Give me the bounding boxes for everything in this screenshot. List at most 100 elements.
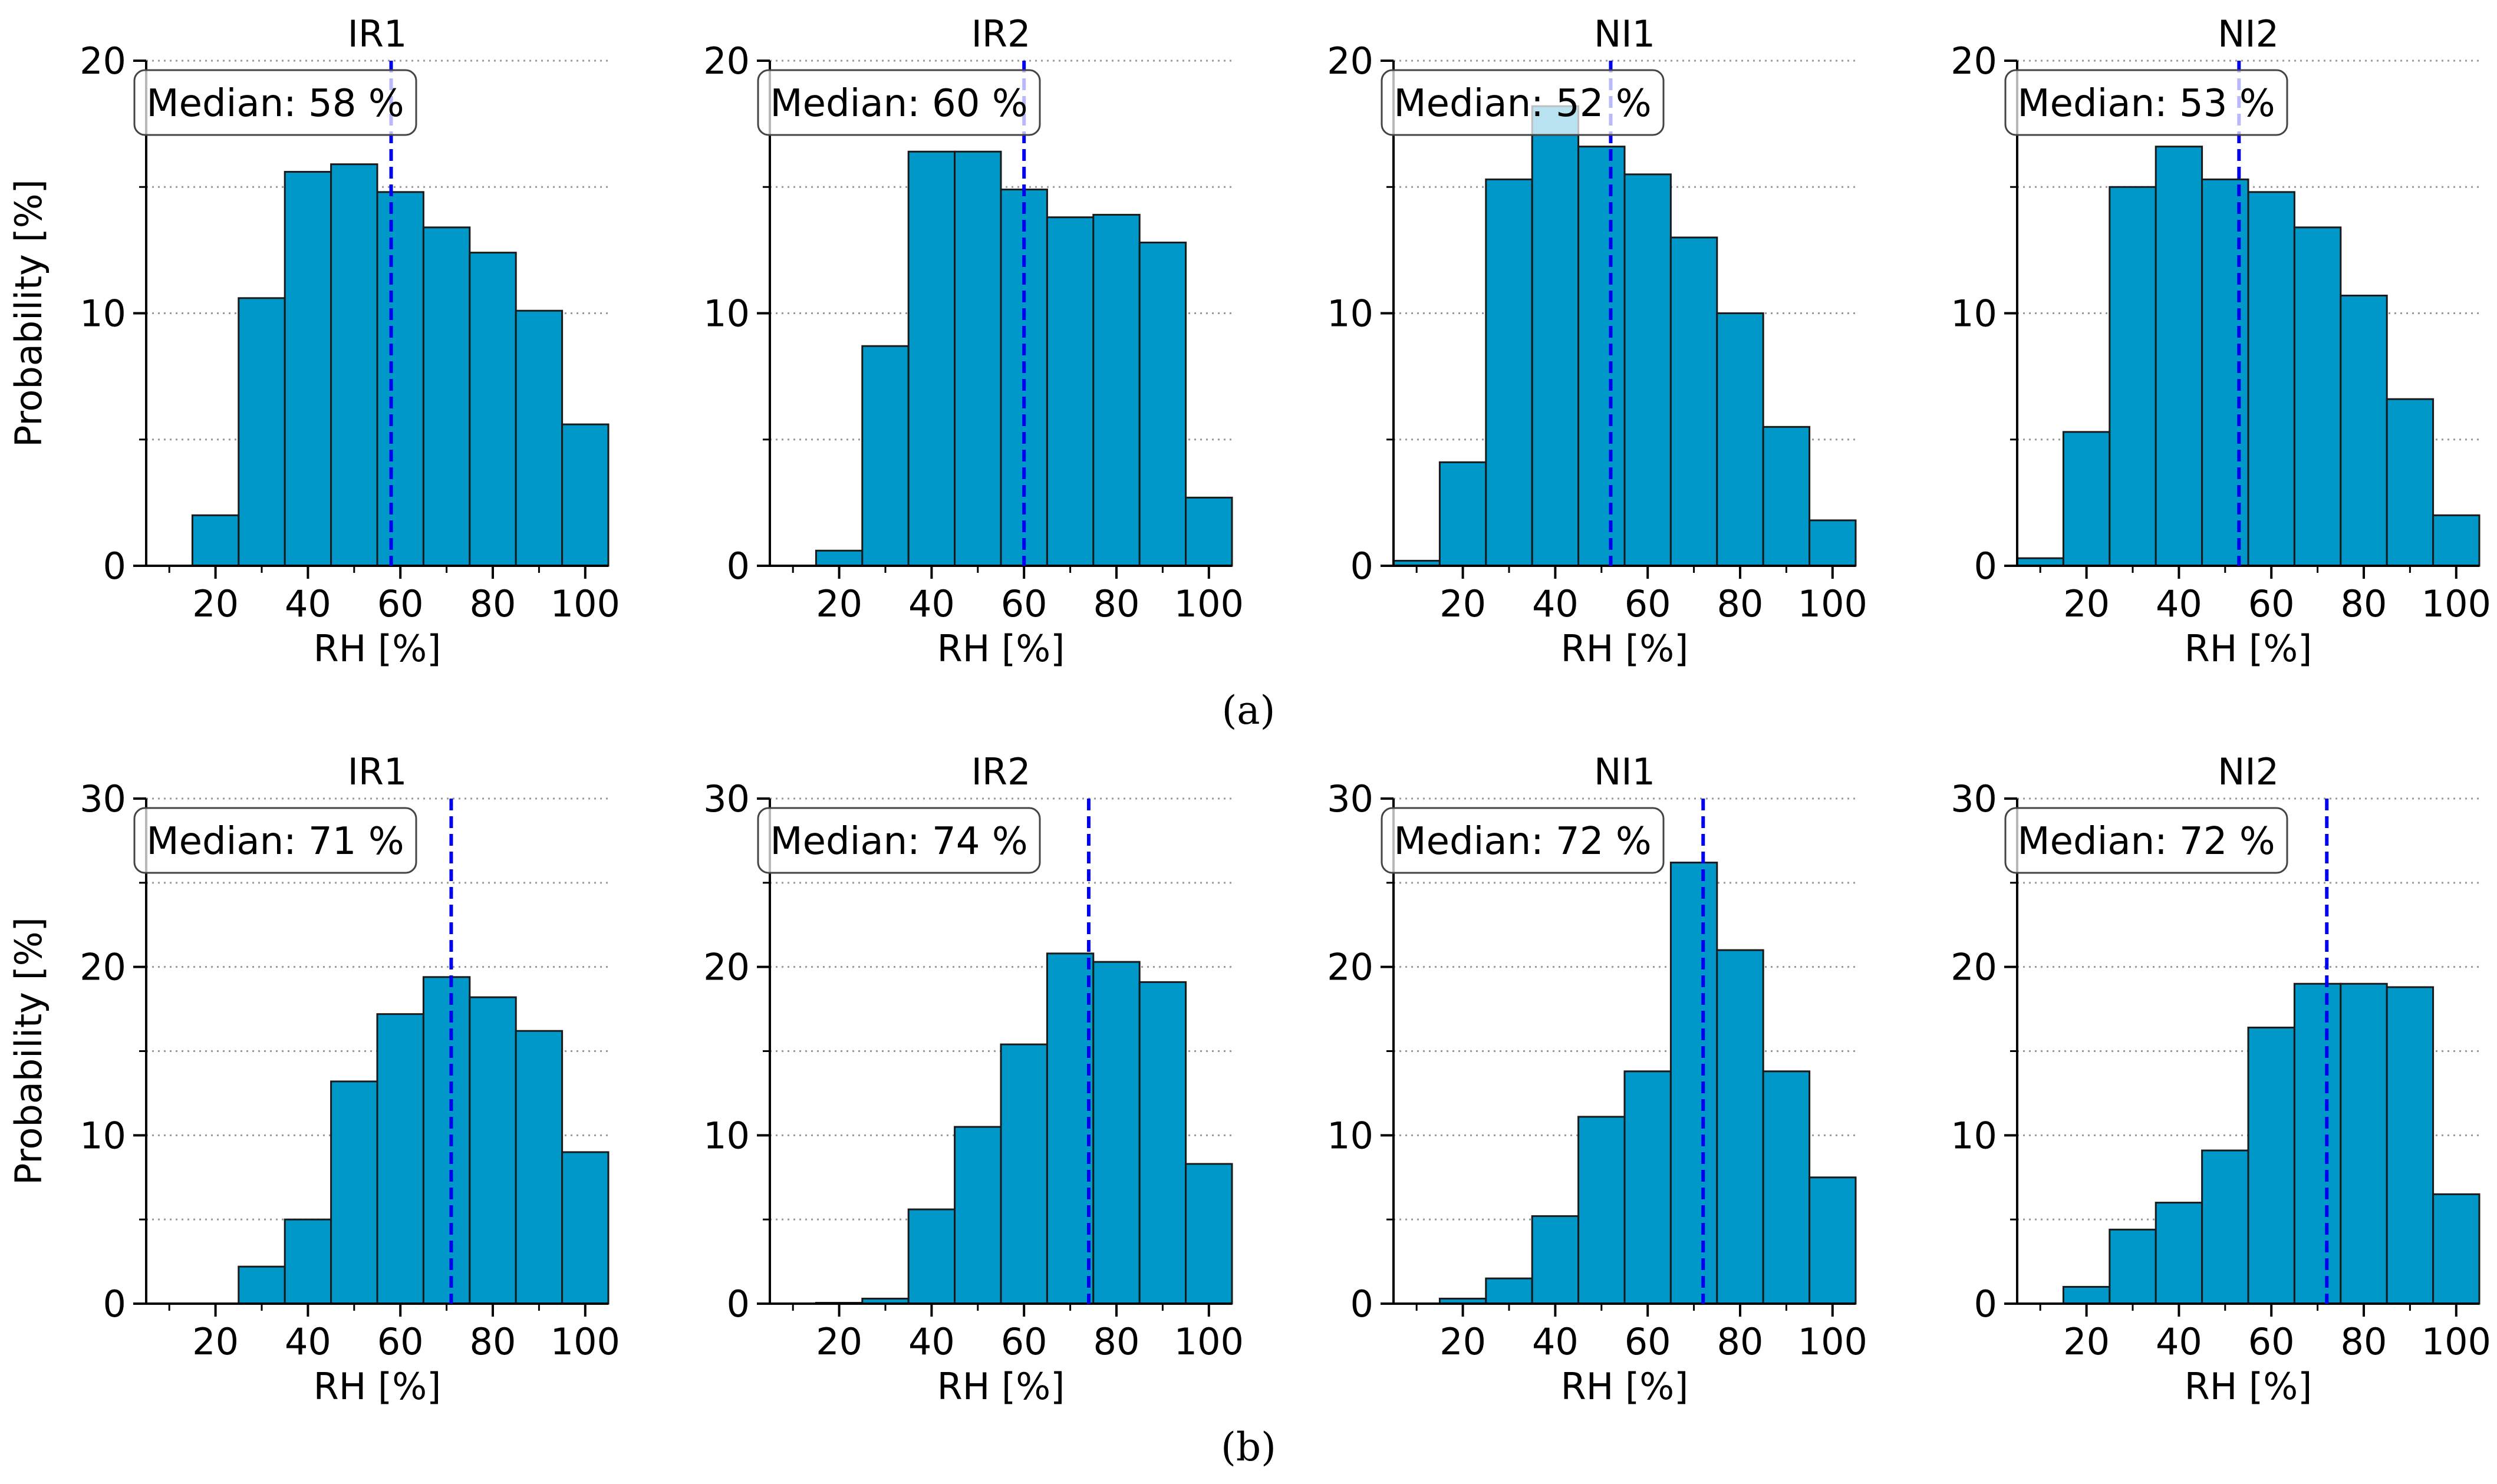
chart-a-ir2: 0 10 20 20 40 60 80 100 RH [%] IR2 Median: 60 % [703,12,1244,670]
chart-b-ni2: 0 10 20 30 20 40 60 80 100 RH [%] NI2 Median: 72 % [1951,750,2491,1408]
y-tick-label: 10 [703,292,750,335]
median-label: Median: 72 % [1394,820,1651,863]
histogram-bar [1808,519,1857,567]
chart-b-ni1: 0 10 20 30 20 40 60 80 100 RH [%] NI1 Median: 72 % [1327,750,1867,1408]
median-label: Median: 53 % [2017,82,2275,126]
histogram-bar [1716,949,1764,1305]
histogram-bar [907,150,956,567]
x-tick-label: 60 [377,582,424,625]
x-tick-label: 20 [192,582,239,625]
histogram-bar [2201,1149,2249,1305]
histogram-bar [1485,178,1533,567]
y-tick-label: 30 [703,777,750,820]
chart-title: NI1 [1594,750,1655,793]
y-tick-label: 10 [80,1114,126,1157]
x-tick-label: 40 [285,1320,331,1363]
y-tick-label: 20 [80,946,126,989]
y-tick-label: 0 [103,1282,126,1325]
histogram-bar [376,1013,424,1305]
histogram-bar [2247,191,2295,567]
y-tick-label: 30 [1327,777,1373,820]
histogram-bar [238,1265,286,1305]
x-tick-label: 60 [2248,1320,2295,1363]
chart-title: IR1 [348,750,407,793]
histogram-bar [1138,242,1187,567]
median-label: Median: 72 % [2017,820,2275,863]
median-label-box [2004,807,2288,874]
caption-b: (b) [1221,1424,1276,1470]
histogram-bar [561,1151,610,1305]
histogram-bar [2109,1228,2157,1305]
histogram-bar [2062,1285,2111,1305]
histogram-bar [2340,295,2388,567]
median-label-box [757,807,1041,874]
histogram-bar [954,150,1002,567]
x-tick-label: 60 [2248,582,2295,625]
x-tick-label: 80 [1717,582,1764,625]
histogram-bar [2062,431,2111,567]
x-tick-label: 100 [551,1320,620,1363]
median-label: Median: 60 % [770,82,1027,126]
histogram-bar [515,1030,564,1305]
histogram-bar [1577,146,1626,567]
x-tick-label: 80 [1717,1320,1764,1363]
histogram-bar [1762,426,1811,567]
x-tick-label: 20 [816,582,862,625]
chart-a-ni2: 0 10 20 20 40 60 80 100 RH [%] NI2 Median: 53 % [1951,12,2491,670]
histogram-bar [2155,1202,2203,1305]
histogram-bar [238,297,286,567]
y-tick-label: 10 [1951,1114,1997,1157]
y-tick-label: 0 [1350,545,1373,588]
x-tick-label: 40 [2156,582,2202,625]
histogram-bar [2201,178,2249,567]
chart-b-ir2: 0 10 20 30 20 40 60 80 100 RH [%] IR2 Median: 74 % [703,750,1244,1408]
x-axis-label: RH [%] [2185,627,2312,670]
histogram-bar [1485,1277,1533,1305]
median-label: Median: 58 % [146,82,404,126]
x-tick-label: 100 [1798,1320,1867,1363]
histogram-bar [1092,213,1141,567]
histogram-bar [2247,1027,2295,1305]
histogram-bar [2432,1193,2480,1305]
x-tick-label: 20 [2063,582,2110,625]
y-tick-label: 30 [1951,777,1997,820]
chart-b-ir1: 0 10 20 30 20 40 60 80 100 RH [%] Probability [%] I… [7,750,620,1408]
histogram-bar [1623,1070,1672,1305]
y-axis-label: Probability [%] [7,917,50,1185]
histogram-bar [2155,146,2203,567]
y-tick-label: 20 [1951,39,1997,83]
y-tick-label: 0 [1974,1282,1997,1325]
x-tick-label: 60 [1001,1320,1047,1363]
histogram-bar [861,345,910,567]
x-tick-label: 80 [470,1320,516,1363]
histogram-bar [2340,982,2388,1305]
y-tick-label: 0 [1350,1282,1373,1325]
histogram-bar [2386,986,2435,1305]
histogram-bar [422,976,471,1305]
chart-title: IR1 [348,12,407,55]
x-axis-label: RH [%] [1561,627,1689,670]
x-tick-label: 40 [908,1320,955,1363]
x-tick-label: 40 [1532,1320,1579,1363]
median-label: Median: 71 % [146,820,404,863]
y-tick-label: 0 [103,545,126,588]
x-tick-label: 100 [551,582,620,625]
y-tick-label: 20 [703,39,750,83]
y-tick-label: 30 [80,777,126,820]
histogram-bar [1531,1215,1580,1305]
median-label: Median: 52 % [1394,82,1651,126]
y-tick-label: 10 [80,292,126,335]
histogram-bar [376,191,424,567]
x-tick-label: 20 [1439,582,1486,625]
histogram-bar [1438,461,1487,567]
histogram-bar [1531,105,1580,567]
y-tick-label: 20 [1327,946,1373,989]
histogram-bar [330,1080,378,1305]
y-tick-label: 0 [727,545,750,588]
x-tick-label: 100 [1174,582,1244,625]
histogram-bar [2432,514,2480,567]
x-tick-label: 80 [2341,1320,2387,1363]
chart-a-ir1: 0 10 20 20 40 60 80 100 RH [%] Probability [%] IR1… [7,12,620,670]
caption-a: (a) [1222,688,1276,733]
x-tick-label: 100 [2422,1320,2491,1363]
